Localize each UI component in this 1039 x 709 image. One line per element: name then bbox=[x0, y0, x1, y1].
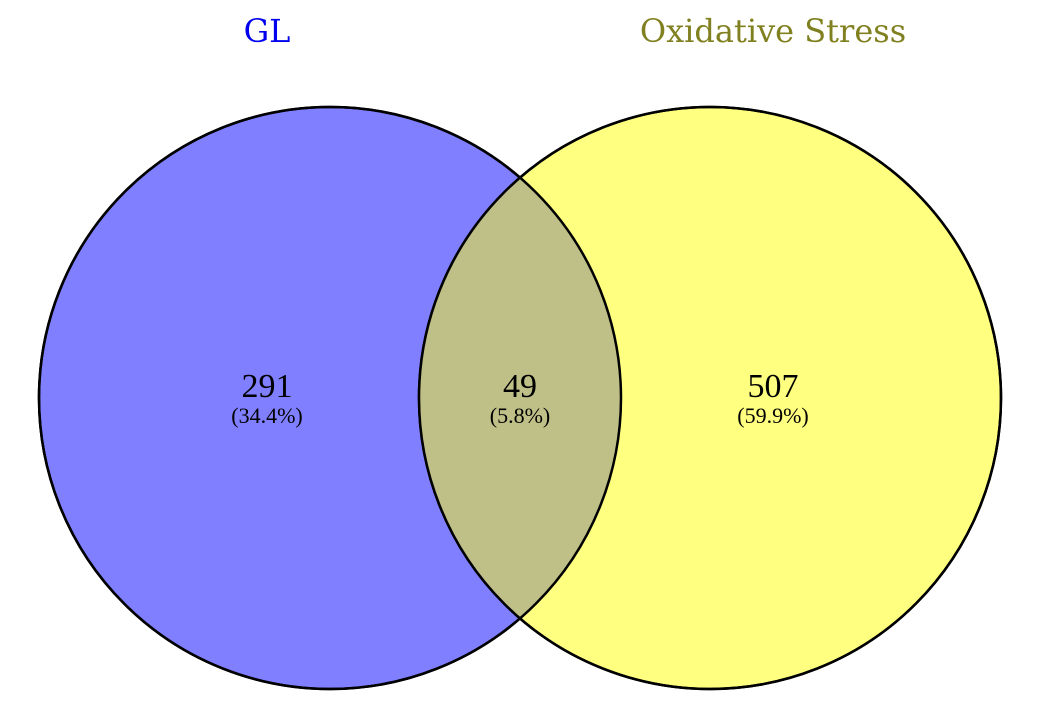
set-a-title: GL bbox=[244, 12, 291, 50]
overlap-percent: (5.8%) bbox=[490, 403, 550, 428]
set-b-title: Oxidative Stress bbox=[640, 12, 906, 50]
overlap-count: 49 bbox=[503, 368, 537, 405]
only-b-percent: (59.9%) bbox=[737, 403, 808, 428]
only-a-percent: (34.4%) bbox=[231, 403, 302, 428]
only-a-count: 291 bbox=[242, 368, 293, 405]
only-b-count: 507 bbox=[748, 368, 799, 405]
set-b-outline bbox=[417, 105, 1003, 691]
overlap-region bbox=[419, 107, 621, 689]
set-a-outline bbox=[37, 105, 623, 691]
